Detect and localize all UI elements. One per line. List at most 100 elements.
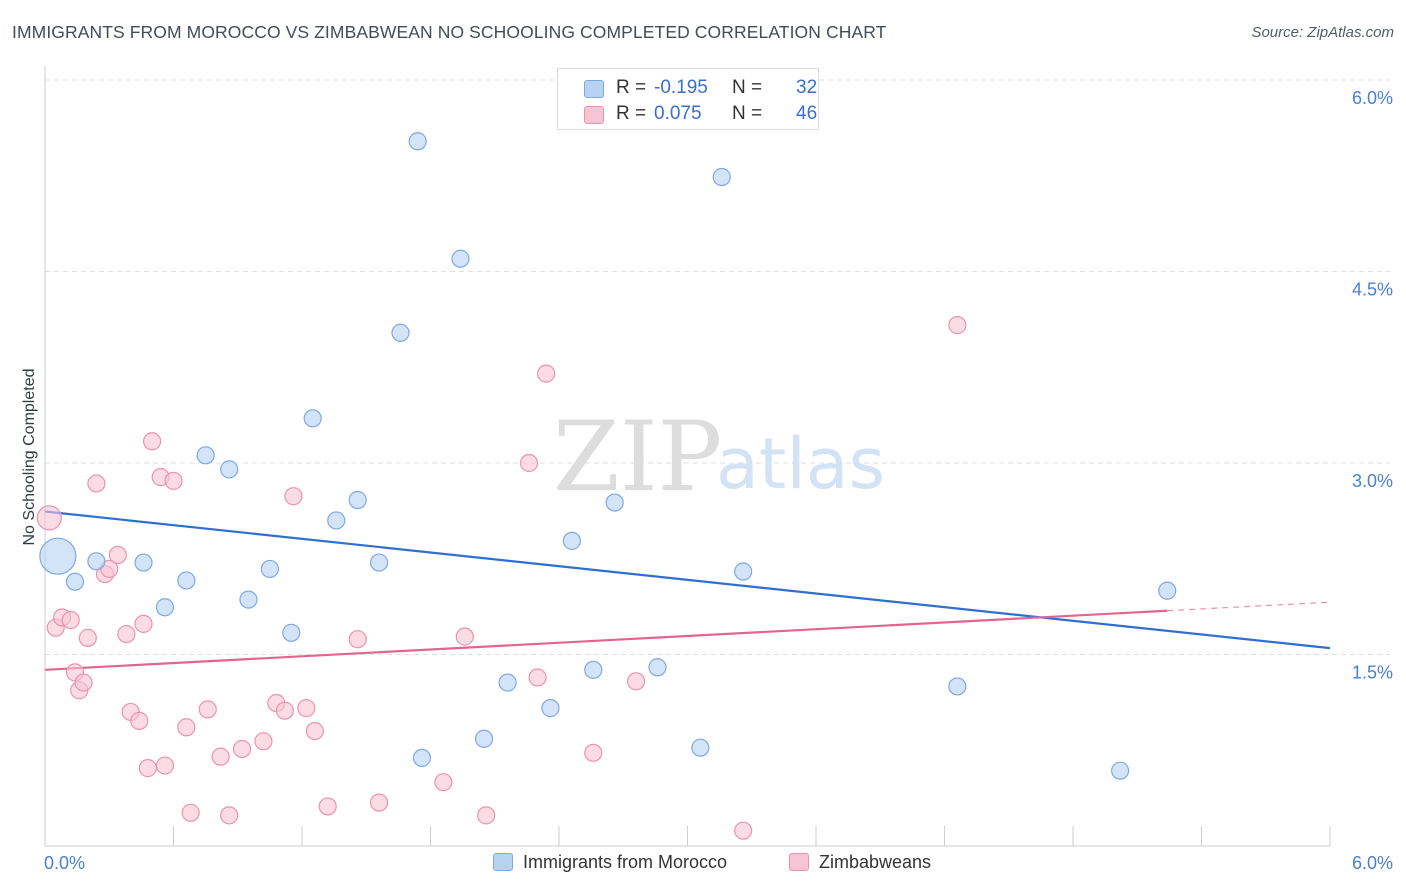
point-morocco [1111,761,1130,780]
bottom-legend-zimbabweans: Zimbabweans [789,852,931,873]
point-zimbabwean [528,668,547,687]
chart-title: IMMIGRANTS FROM MOROCCO VS ZIMBABWEAN NO… [12,22,887,42]
point-morocco [712,167,731,187]
point-zimbabwean [305,721,324,741]
y-tick-label: 6.0% [1352,88,1393,108]
point-zimbabwean [138,759,157,778]
point-zimbabwean [164,471,183,490]
correlation-legend: R = -0.195 N = 32 R = 0.075 N = 46 [557,68,819,130]
legend-swatch-morocco [584,80,604,98]
legend-n-value: 46 [796,103,818,124]
watermark: ZIP atlas [553,401,885,513]
point-morocco [474,729,494,748]
point-zimbabwean [434,773,453,792]
point-zimbabwean [155,756,175,775]
legend-n-label: N = [732,77,763,98]
point-zimbabwean [948,316,967,335]
source-label: Source: ZipAtlas.com [1251,24,1394,41]
point-zimbabwean [198,700,217,719]
trend-line-zimbabweans [44,609,1168,671]
point-morocco [87,552,106,571]
legend-r-value: -0.195 [654,77,708,98]
point-zimbabwean [87,474,106,493]
point-zimbabwean [232,739,252,759]
point-zimbabwean [177,718,196,737]
point-zimbabwean [108,545,127,565]
point-zimbabwean [181,803,200,822]
point-zimbabwean [455,627,474,646]
legend-r-value: 0.075 [654,103,702,124]
point-zimbabwean [626,672,646,691]
point-morocco [282,623,301,642]
point-zimbabwean [220,806,239,825]
data-points [36,132,1177,840]
x-tick-label: 6.0% [1352,853,1393,873]
point-morocco [605,493,624,512]
point-morocco [562,531,581,550]
axes [44,66,1331,847]
point-morocco [408,132,427,151]
point-morocco [734,562,753,581]
point-morocco [691,738,710,757]
x-tick-label: 0.0% [44,853,85,873]
point-zimbabwean [254,732,273,751]
point-morocco [948,677,967,696]
point-morocco [196,446,215,465]
watermark-zip: ZIP [553,401,722,513]
point-zimbabwean [370,793,389,812]
point-zimbabwean [78,628,97,647]
bottom-legend-swatch-zimbabweans [789,853,809,871]
point-zimbabwean [537,364,556,383]
point-zimbabwean [297,699,316,718]
point-zimbabwean [348,630,367,649]
legend-swatch-zimbabweans [584,106,604,124]
point-morocco [177,571,196,590]
point-morocco [412,748,432,768]
legend-n-value: 32 [796,77,818,98]
bottom-legend-swatch-morocco [493,853,513,871]
point-morocco [155,598,175,617]
point-morocco [348,490,367,510]
point-zimbabwean [134,614,153,633]
y-tick-label: 1.5% [1352,662,1393,682]
point-zimbabwean [36,505,62,531]
point-morocco [134,553,153,572]
watermark-atlas: atlas [716,423,885,505]
bottom-legend-label-zimbabweans: Zimbabweans [819,852,932,872]
point-morocco [498,673,517,692]
point-morocco [260,559,279,579]
point-morocco [327,511,346,530]
point-morocco [65,572,85,591]
y-tick-label: 3.0% [1352,471,1393,491]
point-morocco [370,553,389,572]
point-zimbabwean [519,453,539,473]
point-zimbabwean [734,821,753,840]
bottom-legend-label-morocco: Immigrants from Morocco [523,852,728,872]
legend-n-label: N = [732,103,763,124]
point-zimbabwean [584,743,603,762]
point-zimbabwean [61,610,80,630]
point-zimbabwean [117,624,136,644]
point-morocco [39,537,77,575]
trend-line-zimbabweans-extension [1167,601,1331,612]
point-zimbabwean [284,487,303,506]
point-morocco [584,660,603,679]
legend-r-label: R = [616,103,647,124]
point-morocco [239,590,258,609]
trend-line-morocco [44,510,1331,650]
point-zimbabwean [318,797,337,816]
legend-r-label: R = [616,77,647,98]
tick-labels: 1.5% 3.0% 4.5% 6.0% 0.0% 6.0% [44,88,1393,873]
y-tick-label: 4.5% [1352,279,1393,299]
point-zimbabwean [477,806,496,825]
bottom-legend-morocco: Immigrants from Morocco [493,852,727,873]
point-zimbabwean [275,701,294,720]
trend-lines [44,510,1331,671]
point-zimbabwean [142,432,162,451]
point-zimbabwean [211,747,230,766]
point-morocco [1158,581,1177,600]
y-axis-title: No Schooling Completed [21,369,38,546]
point-morocco [391,323,410,342]
point-morocco [648,658,667,677]
